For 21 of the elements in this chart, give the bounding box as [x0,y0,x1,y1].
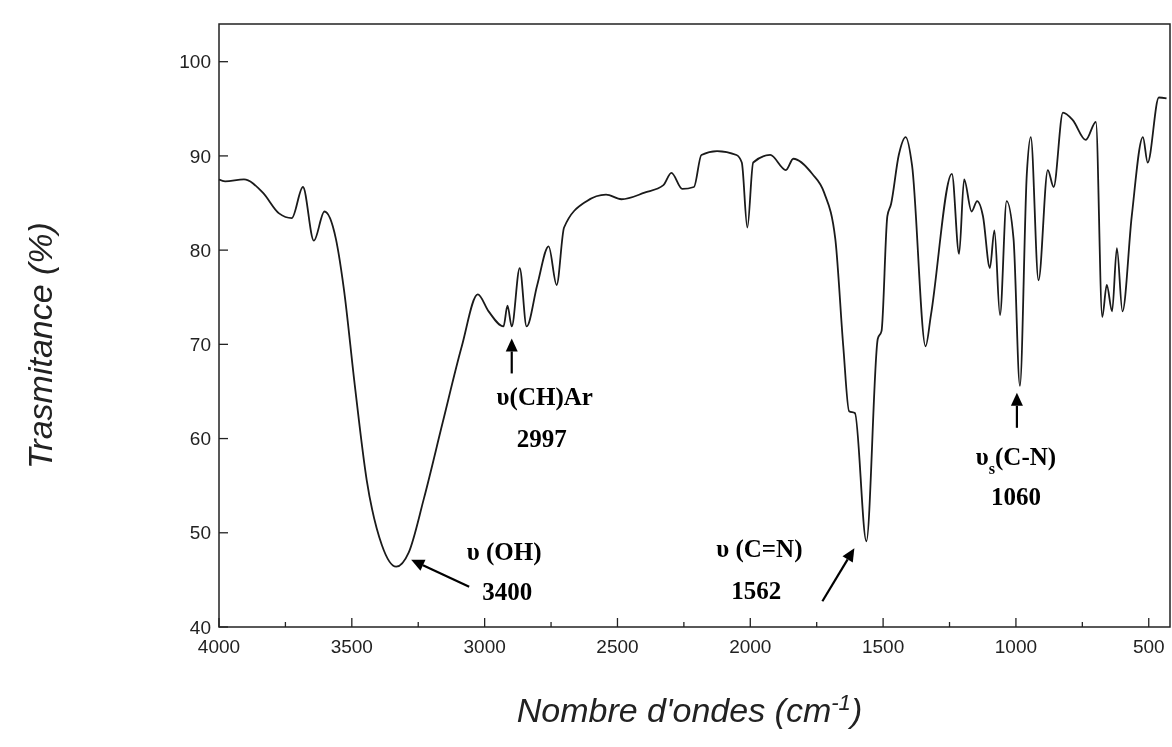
x-tick-label: 500 [1132,636,1165,657]
annotation: υ (OH) 3400 [466,538,542,606]
x-tick-label: 1500 [861,636,905,657]
x-tick-label: 3500 [330,636,373,657]
y-tick-label: 50 [189,522,211,544]
x-tick-label: 1000 [994,636,1038,657]
annotation: υ (C=N) 1562 [716,535,803,605]
y-tick-label: 60 [189,428,211,450]
x-tick-label: 4000 [197,636,241,657]
annotation: υ$_{s}$(C-N) 1060 [975,442,1057,510]
y-tick-label: 90 [189,145,211,167]
y-tick-label: 40 [189,616,211,638]
x-tick-label: 3000 [463,636,506,657]
x-axis-title: Nombre d'ondes (cm$^{-1}$) [516,689,863,729]
y-tick-label: 80 [189,239,211,261]
y-axis-title: Trasmitance (%) [21,222,59,469]
y-tick-label: 100 [179,51,211,73]
x-tick-label: 2000 [729,636,772,657]
annotation: υ(CH)Ar 2997 [496,383,593,453]
y-tick-label: 70 [189,333,211,355]
x-tick-label: 2500 [596,636,639,657]
